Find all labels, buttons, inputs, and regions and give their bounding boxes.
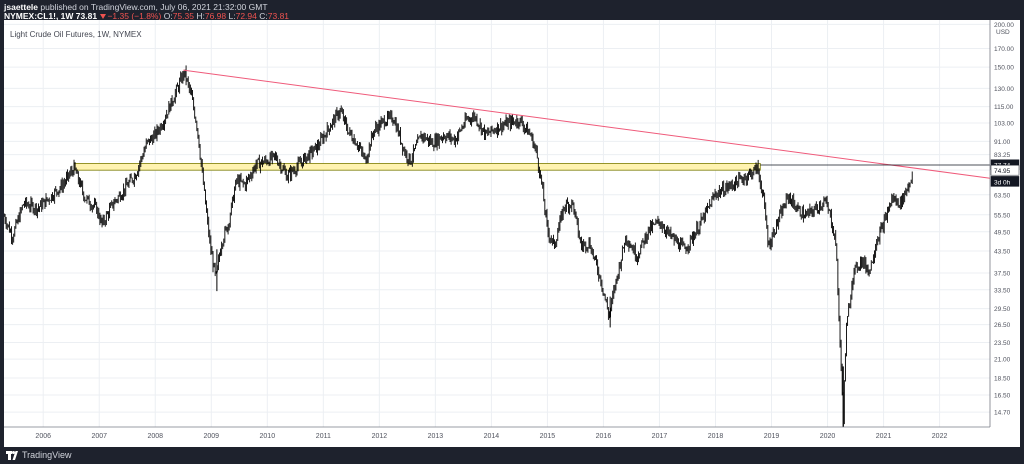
chart-panel[interactable]: USD 200.00 170.00 150.00 130.00 115.00 103.00 9… xyxy=(4,20,1020,447)
x-tick-label: 2021 xyxy=(876,433,892,440)
publish-info: published on TradingView.com, July 06, 2… xyxy=(40,2,268,12)
high-value: 76.98 xyxy=(204,11,227,21)
y-tick-label: 83.25 xyxy=(994,152,1011,159)
y-tick-label: 103.00 xyxy=(994,120,1014,127)
y-tick-label: 150.00 xyxy=(994,65,1014,72)
y-tick-label: 115.00 xyxy=(994,104,1014,111)
low-value: 72.94 xyxy=(235,11,257,21)
x-tick-label: 2016 xyxy=(596,433,612,440)
trendline xyxy=(183,69,991,179)
ohlc-line: NYMEX:CL1!, 1W 73.81 −1.35 (−1.8%) O:75.… xyxy=(4,11,289,21)
price-label: 74.95 xyxy=(994,168,1011,175)
header-bar: jsaettele published on TradingView.com, … xyxy=(0,0,1024,21)
price-label-box xyxy=(990,176,1020,187)
author-name[interactable]: jsaettele xyxy=(4,2,39,12)
x-tick-label: 2017 xyxy=(652,433,668,440)
price-series xyxy=(4,65,913,427)
support-zone-rect xyxy=(73,163,761,171)
currency-label: USD xyxy=(996,29,1010,36)
y-tick-label: 37.50 xyxy=(994,271,1011,278)
y-tick-label: 200.00 xyxy=(994,22,1014,29)
symbol-label[interactable]: NYMEX:CL1!, 1W xyxy=(4,11,74,21)
close-label: C: xyxy=(259,11,268,21)
tradingview-logo-icon[interactable] xyxy=(6,450,18,461)
low-label: L: xyxy=(228,11,236,21)
x-tick-label: 2008 xyxy=(147,433,163,440)
open-value: 75.35 xyxy=(172,11,194,21)
x-tick-label: 2018 xyxy=(708,433,724,440)
x-tick-label: 2014 xyxy=(484,433,500,440)
y-tick-label: 91.00 xyxy=(994,139,1011,146)
close-value: 73.81 xyxy=(267,11,290,21)
y-tick-label: 43.50 xyxy=(994,248,1011,255)
y-tick-label: 26.50 xyxy=(994,322,1011,329)
x-tick-label: 2015 xyxy=(540,433,556,440)
y-tick-label: 33.50 xyxy=(994,287,1011,294)
y-tick-label: 14.70 xyxy=(994,410,1011,417)
y-tick-label: 55.50 xyxy=(994,212,1011,219)
chart-title: Light Crude Oil Futures, 1W, NYMEX xyxy=(10,30,142,39)
y-tick-label: 29.50 xyxy=(994,306,1011,313)
publish-line: jsaettele published on TradingView.com, … xyxy=(4,2,268,12)
x-tick-label: 2013 xyxy=(428,433,444,440)
y-tick-label: 49.50 xyxy=(994,229,1011,236)
y-tick-label: 130.00 xyxy=(994,86,1014,93)
x-tick-label: 2006 xyxy=(35,433,51,440)
x-tick-label: 2007 xyxy=(91,433,107,440)
last-price: 73.81 xyxy=(75,11,98,21)
price-label-box xyxy=(990,164,1020,176)
high-label: H: xyxy=(196,11,205,21)
price-label: 3d 0h xyxy=(994,179,1011,186)
y-tick-label: 16.50 xyxy=(994,392,1011,399)
down-arrow-icon xyxy=(100,14,107,20)
y-tick-label: 170.00 xyxy=(994,46,1014,53)
y-tick-label: 23.50 xyxy=(994,340,1011,347)
x-tick-label: 2009 xyxy=(203,433,219,440)
y-tick-label: 63.50 xyxy=(994,192,1011,199)
x-tick-label: 2019 xyxy=(764,433,780,440)
footer-bar: TradingView xyxy=(0,447,1024,464)
x-tick-label: 2020 xyxy=(820,433,836,440)
tradingview-brand[interactable]: TradingView xyxy=(22,450,72,460)
price-change: −1.35 (−1.8%) xyxy=(107,11,162,21)
x-tick-label: 2010 xyxy=(260,433,276,440)
x-tick-label: 2012 xyxy=(372,433,388,440)
x-tick-label: 2022 xyxy=(932,433,948,440)
y-tick-label: 18.50 xyxy=(994,375,1011,382)
y-tick-label: 21.00 xyxy=(994,357,1011,364)
open-label: O: xyxy=(163,11,173,21)
x-tick-label: 2011 xyxy=(316,433,331,440)
